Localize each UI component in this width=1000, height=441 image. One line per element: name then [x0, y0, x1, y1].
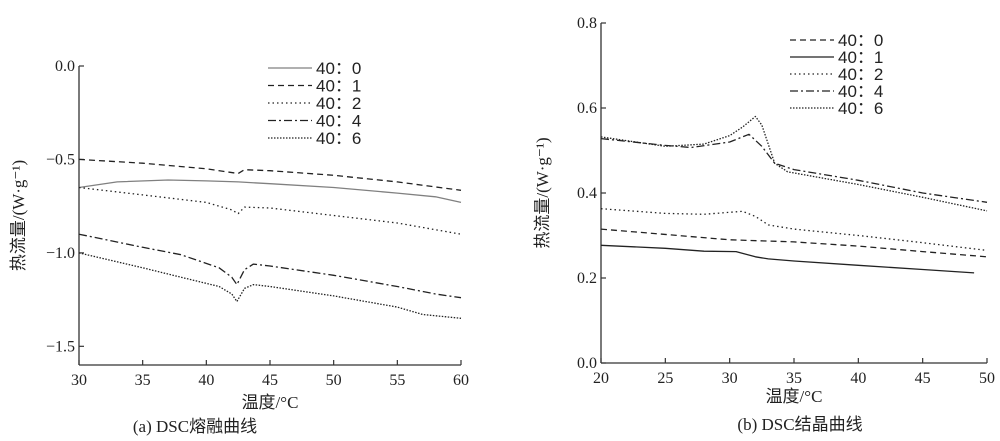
y-tick-label: 0.4 — [577, 185, 597, 202]
legend-label: 40：2 — [838, 65, 883, 84]
legend-label: 40：6 — [316, 129, 361, 148]
series-line-40-1 — [600, 244, 975, 274]
x-tick-label: 50 — [326, 372, 342, 389]
x-axis-label: 温度/°C — [766, 387, 823, 406]
chart-caption: (b) DSC结晶曲线 — [737, 415, 862, 434]
y-tick-label: 0.0 — [55, 58, 75, 75]
legend-label: 40：0 — [838, 31, 883, 50]
legend-label: 40：1 — [838, 48, 883, 67]
chart-b: 20 25 30 35 40 45 50 0.0 0.2 0.4 0.6 0.8 温度/°C 热流量/(W… — [533, 15, 995, 434]
legend-label: 40：4 — [316, 112, 361, 131]
series-line-40-6 — [600, 115, 988, 212]
x-tick-label: 60 — [453, 372, 469, 389]
x-tick-label: 40 — [850, 370, 866, 387]
series-line-40-2 — [600, 208, 988, 252]
x-tick-label: 40 — [198, 372, 214, 389]
y-axis-label: 热流量/(W·g⁻¹) — [533, 137, 552, 248]
y-tick-label: −0.5 — [46, 151, 75, 168]
y-tick-label: −1.0 — [46, 245, 75, 262]
chart-a: 30 35 40 45 50 55 60 0.0 −0.5 −1.0 −1.5 温度/°C 热流量/(W… — [9, 58, 469, 436]
legend-label: 40：2 — [316, 94, 361, 113]
series-line-40-4 — [78, 233, 462, 299]
chart-caption: (a) DSC熔融曲线 — [133, 417, 257, 436]
legend-label: 40：6 — [838, 99, 883, 118]
x-tick-label: 35 — [786, 370, 802, 387]
x-tick-label: 30 — [722, 370, 738, 387]
y-tick-label: 0.8 — [577, 15, 597, 32]
series-line-40-4 — [600, 133, 988, 203]
x-tick-label: 20 — [593, 370, 609, 387]
y-tick-label: 0.6 — [577, 100, 597, 117]
x-tick-label: 45 — [915, 370, 931, 387]
series-line-40-1 — [78, 158, 462, 191]
series-line-40-2 — [78, 186, 462, 235]
x-tick-label: 45 — [262, 372, 278, 389]
legend-label: 40：1 — [316, 77, 361, 96]
x-tick-label: 30 — [71, 372, 87, 389]
x-tick-label: 35 — [135, 372, 151, 389]
x-tick-label: 50 — [979, 370, 995, 387]
x-axis-label: 温度/°C — [242, 393, 299, 412]
y-tick-label: −1.5 — [46, 338, 75, 355]
y-tick-label: 0.2 — [577, 270, 597, 287]
legend-label: 40：4 — [838, 82, 883, 101]
series-line-40-6 — [78, 252, 462, 319]
y-axis-label: 热流量/(W·g⁻¹) — [9, 160, 28, 271]
series-line-40-0 — [78, 179, 462, 204]
x-tick-label: 25 — [657, 370, 673, 387]
y-tick-label: 0.0 — [577, 355, 597, 372]
x-tick-label: 55 — [389, 372, 405, 389]
legend-label: 40：0 — [316, 59, 361, 78]
series-line-40-0 — [600, 228, 988, 258]
